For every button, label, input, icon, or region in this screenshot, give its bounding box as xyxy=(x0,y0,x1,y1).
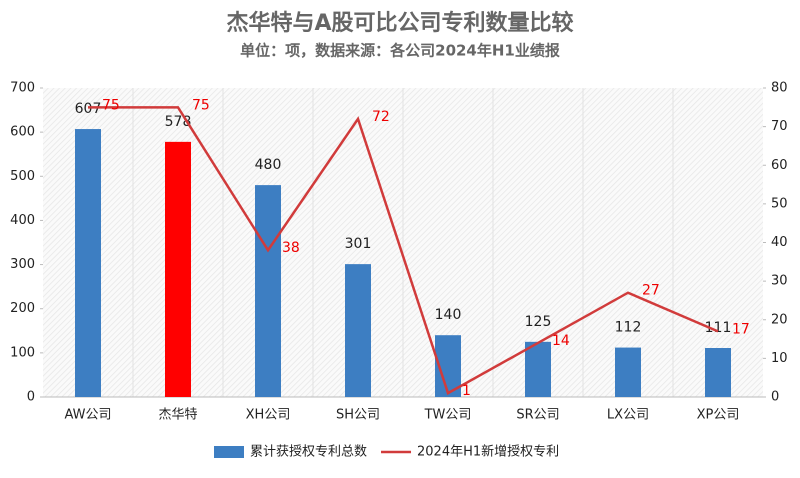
y-tick-label: 0 xyxy=(27,390,35,405)
y2-tick-label: 50 xyxy=(771,196,788,211)
bar-value-label: 140 xyxy=(435,307,462,323)
line-value-label: 17 xyxy=(732,321,750,337)
x-tick-label: SH公司 xyxy=(336,408,380,423)
y-tick-label: 100 xyxy=(10,345,35,360)
bar-value-label: 301 xyxy=(345,236,372,252)
bar xyxy=(345,264,371,397)
bar-value-label: 112 xyxy=(615,320,642,336)
y-tick-label: 400 xyxy=(10,213,35,228)
y-tick-label: 200 xyxy=(10,301,35,316)
x-tick-label: XP公司 xyxy=(697,408,740,423)
line-value-label: 75 xyxy=(192,97,210,113)
line-value-label: 14 xyxy=(552,333,570,349)
bar xyxy=(165,141,191,397)
legend-label: 累计获授权专利总数 xyxy=(250,444,367,460)
bar xyxy=(705,348,731,397)
y-tick-label: 700 xyxy=(10,81,35,96)
x-tick-label: LX公司 xyxy=(607,408,649,423)
chart-title: 杰华特与A股可比公司专利数量比较 xyxy=(226,10,573,36)
line-value-label: 72 xyxy=(372,109,390,125)
y2-tick-label: 10 xyxy=(771,351,788,366)
legend-swatch xyxy=(214,446,244,458)
bar-value-label: 607 xyxy=(75,101,102,117)
y2-tick-label: 20 xyxy=(771,312,788,327)
y-tick-label: 500 xyxy=(10,169,35,184)
y2-tick-label: 70 xyxy=(771,119,788,134)
y-tick-label: 300 xyxy=(10,257,35,272)
y2-tick-label: 80 xyxy=(771,81,788,96)
legend-label: 2024年H1新增授权专利 xyxy=(417,444,559,460)
bar-value-label: 480 xyxy=(255,157,282,173)
y2-tick-label: 40 xyxy=(771,235,788,250)
x-tick-label: 杰华特 xyxy=(158,408,197,423)
bar xyxy=(615,347,641,397)
line-value-label: 38 xyxy=(282,240,300,256)
line-value-label: 1 xyxy=(462,383,471,399)
line-value-label: 27 xyxy=(642,283,660,299)
bar xyxy=(75,129,101,397)
bar xyxy=(255,185,281,397)
x-tick-label: XH公司 xyxy=(246,408,291,423)
chart-subtitle: 单位：项，数据来源：各公司2024年H1业绩报 xyxy=(240,42,560,60)
x-tick-label: SR公司 xyxy=(516,408,559,423)
line-series xyxy=(88,106,719,395)
bar-value-label: 111 xyxy=(705,320,732,336)
y-tick-label: 600 xyxy=(10,125,35,140)
y2-tick-label: 0 xyxy=(771,390,779,405)
x-tick-label: TW公司 xyxy=(424,408,472,423)
bar xyxy=(525,341,551,397)
line-value-label: 75 xyxy=(102,97,120,113)
bar-value-label: 125 xyxy=(525,314,552,330)
y2-tick-label: 60 xyxy=(771,158,788,173)
y2-tick-label: 30 xyxy=(771,274,788,289)
x-tick-label: AW公司 xyxy=(64,408,111,423)
